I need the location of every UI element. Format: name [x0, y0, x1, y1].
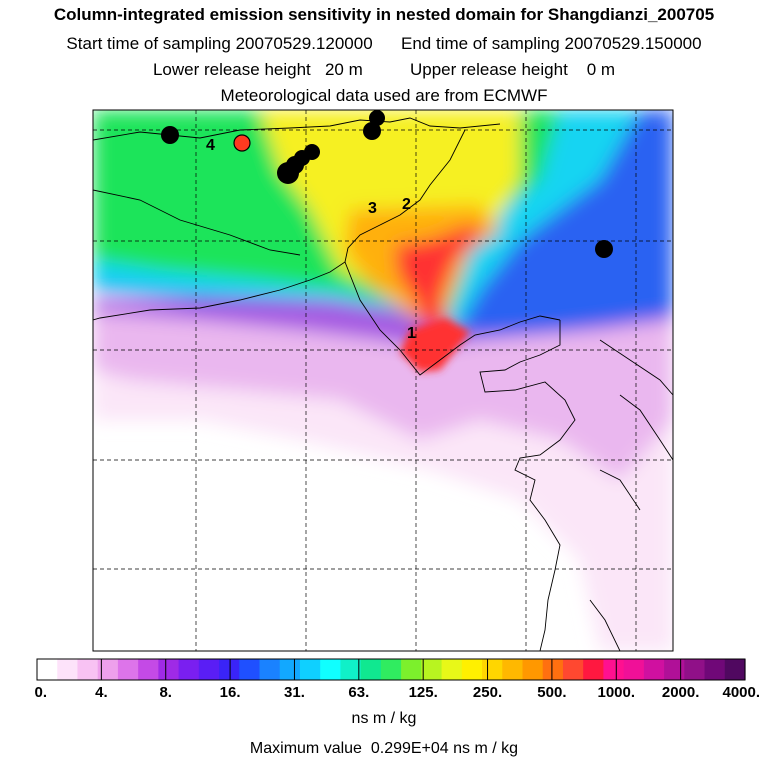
upper-label: Upper release height — [409, 60, 568, 79]
colorbar-segment — [482, 659, 503, 680]
lower-label: Lower release height — [152, 60, 311, 79]
source-marker — [595, 240, 613, 258]
colorbar-tick-label: 4000. — [722, 684, 761, 701]
colorbar-tick-label: 125. — [408, 684, 438, 701]
field-red — [395, 225, 485, 335]
sensitivity-field: 1 2 3 4 — [93, 110, 673, 651]
colorbar-tick-label: 16. — [219, 684, 241, 701]
colorbar-segment — [37, 659, 58, 680]
colorbar-segment — [724, 659, 746, 680]
colorbar-segment — [57, 659, 79, 680]
colorbar-segment — [77, 659, 99, 680]
colorbar-segment — [401, 659, 422, 680]
release-height-line: Lower release height 20 m Upper release … — [0, 60, 768, 80]
source-marker — [161, 126, 179, 144]
colorbar-segment — [117, 659, 139, 680]
colorbar-segment — [583, 659, 604, 680]
max-label: Maximum value — [249, 740, 362, 757]
receptor-marker — [233, 134, 251, 152]
end-label: End time of sampling — [401, 34, 560, 53]
colorbar-segment — [259, 659, 281, 680]
colorbar-tick-label: 63. — [348, 684, 370, 701]
source-label-2: 2 — [402, 196, 411, 213]
colorbar-segment — [643, 659, 665, 680]
colorbar-unit: ns m / kg — [351, 710, 417, 727]
colorbar-tick-label: 250. — [472, 684, 503, 701]
colorbar-segment — [279, 659, 301, 680]
colorbar-tick-label: 4. — [95, 684, 108, 701]
colorbar-segment — [360, 659, 382, 680]
colorbar-tick-label: 2000. — [661, 684, 700, 701]
met-data-line: Meteorological data used are from ECMWF — [220, 86, 548, 105]
colorbar-frame — [36, 658, 746, 681]
colorbar-segment — [461, 659, 483, 680]
source-label-1: 1 — [407, 325, 416, 342]
coastline-korea — [589, 339, 673, 651]
maximum-value-line: Maximum value 0.299E+04 ns m / kg — [0, 740, 768, 758]
coastline-north — [93, 117, 501, 141]
colorbar-tick-label: 31. — [284, 684, 305, 701]
colorbar-segment — [542, 659, 564, 680]
colorbar-segment — [684, 659, 706, 680]
upper-value: 0 m — [586, 60, 616, 79]
start-label: Start time of sampling — [66, 34, 231, 53]
colorbar-segment — [299, 659, 321, 680]
source-label-4: 4 — [206, 137, 215, 154]
field-plume-core — [400, 318, 470, 372]
colorbar-segment — [198, 659, 220, 680]
colorbar-segment — [704, 659, 726, 680]
plot-title: Column-integrated emission sensitivity i… — [53, 5, 715, 24]
colorbar-segment — [421, 659, 443, 680]
coastline-east — [479, 320, 576, 651]
source-label-3: 3 — [368, 200, 377, 217]
colorbar-segment — [138, 659, 159, 680]
source-marker — [304, 144, 320, 160]
colorbar-segment — [380, 659, 402, 680]
colorbar-segment — [239, 659, 261, 680]
colorbar-tick-label: 8. — [159, 684, 172, 701]
colorbar-tick-label: 1000. — [597, 684, 636, 701]
coastlines — [93, 117, 673, 651]
map-frame — [92, 109, 674, 652]
colorbar-segment — [664, 659, 685, 680]
lower-value: 20 m — [324, 60, 363, 79]
grid-lines — [93, 110, 673, 651]
start-value: 20070529.120000 — [235, 34, 373, 53]
colorbar-segment — [441, 659, 463, 680]
source-marker — [369, 110, 385, 126]
colorbar — [36, 658, 746, 681]
colorbar-segment — [522, 659, 544, 680]
source-marker — [363, 122, 381, 140]
coastline-west-interior — [93, 189, 301, 256]
end-value: 20070529.150000 — [564, 34, 702, 53]
colorbar-segment — [97, 659, 119, 680]
colorbar-segment — [219, 659, 240, 680]
sampling-time-line: Start time of sampling 20070529.120000 E… — [0, 34, 768, 54]
colorbar-segment — [178, 659, 200, 680]
colorbar-tick-label: 0. — [34, 684, 48, 701]
colorbar-segment — [502, 659, 524, 680]
colorbar-segment — [158, 659, 180, 680]
max-value: 0.299E+04 — [370, 740, 449, 757]
colorbar-segment — [340, 659, 362, 680]
field-low — [93, 300, 673, 480]
colorbar-segment — [603, 659, 625, 680]
max-unit: ns m / kg — [453, 740, 519, 757]
colorbar-segment — [320, 659, 342, 680]
coastline-peninsula — [344, 261, 561, 376]
source-markers — [161, 110, 613, 258]
colorbar-tick-label: 500. — [537, 684, 567, 701]
colorbar-segment — [623, 659, 645, 680]
colorbar-segment — [562, 659, 584, 680]
